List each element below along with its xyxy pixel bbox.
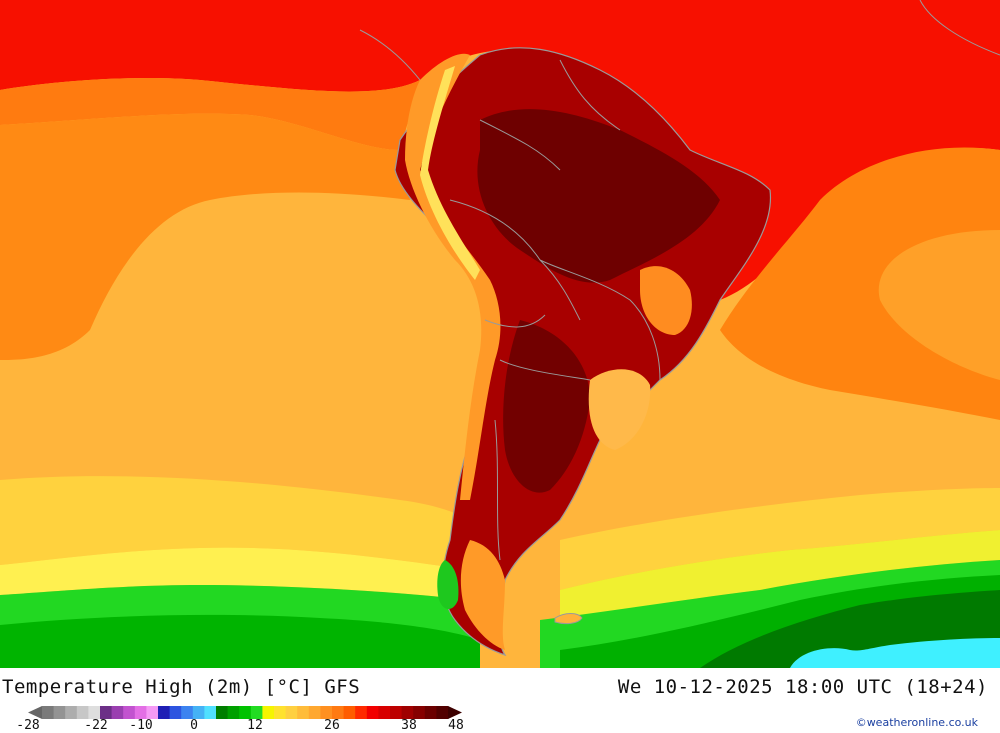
legend-swatch [332, 706, 344, 719]
legend-swatch [216, 706, 228, 719]
country-borders [359, 0, 1000, 561]
patagonia-warm [460, 540, 505, 650]
legend-swatch [401, 706, 414, 719]
legend-swatch [192, 706, 205, 719]
legend-swatch [134, 706, 147, 719]
legend-swatch [366, 706, 379, 719]
legend-swatch [297, 706, 310, 719]
legend-tick-label: -28 [16, 718, 40, 733]
legend-tick-label: 0 [190, 718, 198, 733]
legend-tick-label: -22 [84, 718, 108, 733]
map-title: Temperature High (2m) [°C] GFS [2, 676, 361, 698]
legend-swatch [88, 706, 101, 719]
band-yellow-south-east [560, 488, 1000, 590]
credit-link[interactable]: ©weatheronline.co.uk [855, 716, 978, 729]
band-mild-east [878, 230, 1000, 380]
legend-swatch [355, 706, 368, 719]
hot-core-south [503, 320, 590, 493]
legend-swatch [42, 706, 54, 719]
band-orange-east [720, 147, 1000, 420]
legend-swatch [436, 706, 449, 719]
legend-swatch [123, 706, 136, 719]
legend-swatch [424, 706, 437, 719]
antarctic-ice [790, 638, 1000, 668]
legend-swatch [146, 706, 159, 719]
legend-swatch [227, 706, 240, 719]
band-green-mid [0, 614, 480, 668]
legend-swatch [181, 706, 194, 719]
legend-swatch [204, 706, 217, 719]
legend-swatch [308, 706, 321, 719]
legend-swatch [390, 706, 402, 719]
patagonia-green [437, 560, 459, 610]
band-cool-east [560, 530, 1000, 620]
legend-swatch [378, 706, 391, 719]
legend-swatch [239, 706, 252, 719]
falklands [554, 613, 583, 625]
legend-swatch [100, 706, 112, 719]
legend-swatch [343, 706, 356, 719]
legend-swatch [76, 706, 89, 719]
legend-swatch [262, 706, 275, 719]
legend-swatch [413, 706, 426, 719]
legend-swatch [169, 706, 182, 719]
legend-swatch [320, 706, 333, 719]
band-orange-west [0, 113, 410, 360]
legend-swatch [285, 706, 298, 719]
uruguay-mild [588, 369, 651, 450]
hot-core [477, 109, 720, 283]
map-datetime: We 10-12-2025 18:00 UTC (18+24) [617, 676, 988, 698]
legend-swatch [250, 706, 263, 719]
legend-tick-label: 48 [448, 718, 464, 733]
andes-crest [420, 66, 480, 280]
band-orange-north [0, 78, 420, 150]
color-legend [28, 706, 462, 719]
legend-tick-label: -10 [129, 718, 153, 733]
legend-swatch [274, 706, 286, 719]
legend-arrow-left [28, 706, 42, 719]
legend-swatch [53, 706, 66, 719]
legend-swatch [111, 706, 124, 719]
legend-swatch [65, 706, 78, 719]
legend-tick-label: 38 [401, 718, 417, 733]
band-cool [0, 547, 470, 600]
band-yellow-south [0, 476, 470, 570]
temperature-map [0, 0, 1000, 668]
legend-tick-label: 12 [247, 718, 263, 733]
andes-ridge [405, 53, 501, 500]
brazil-mild [640, 266, 692, 335]
legend-ticks: -28 -22 -10 0 12 26 38 48 [0, 718, 480, 733]
legend-swatch [158, 706, 170, 719]
legend-tick-label: 26 [324, 718, 340, 733]
legend-arrow-right [448, 706, 462, 719]
